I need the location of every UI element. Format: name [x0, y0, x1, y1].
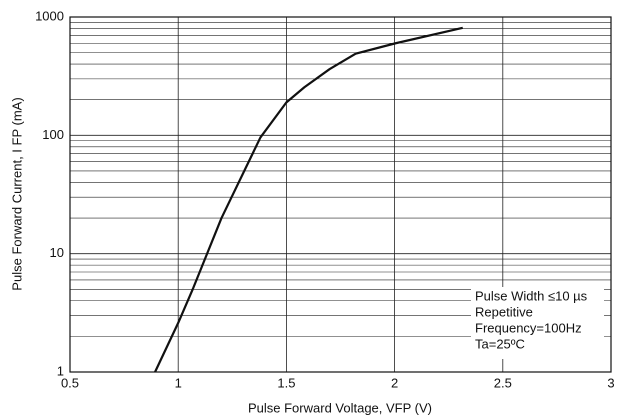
- annotation: Ta=25ºC: [475, 336, 525, 351]
- x-tick-label: 3: [607, 375, 614, 390]
- annotation: Frequency=100Hz: [475, 320, 582, 335]
- annotation-box: [471, 287, 604, 359]
- y-axis-label: Pulse Forward Current, I FP (mA): [9, 97, 24, 290]
- annotation: Repetitive: [475, 304, 533, 319]
- x-tick-label: 2.5: [494, 375, 512, 390]
- x-tick-label: 1: [175, 375, 182, 390]
- y-tick-label: 1: [57, 363, 64, 378]
- plot-frame: [69, 16, 612, 373]
- x-axis-label: Pulse Forward Voltage, VFP (V): [248, 400, 432, 415]
- annotation: Pulse Width ≤10 µs: [475, 288, 588, 303]
- x-tick-label: 0.5: [61, 375, 79, 390]
- x-tick-label: 1.5: [277, 375, 295, 390]
- y-tick-label: 10: [50, 245, 64, 260]
- y-tick-label: 100: [42, 127, 64, 142]
- line-series: [154, 26, 464, 373]
- x-tick-label: 2: [391, 375, 398, 390]
- y-tick-label: 1000: [35, 8, 64, 23]
